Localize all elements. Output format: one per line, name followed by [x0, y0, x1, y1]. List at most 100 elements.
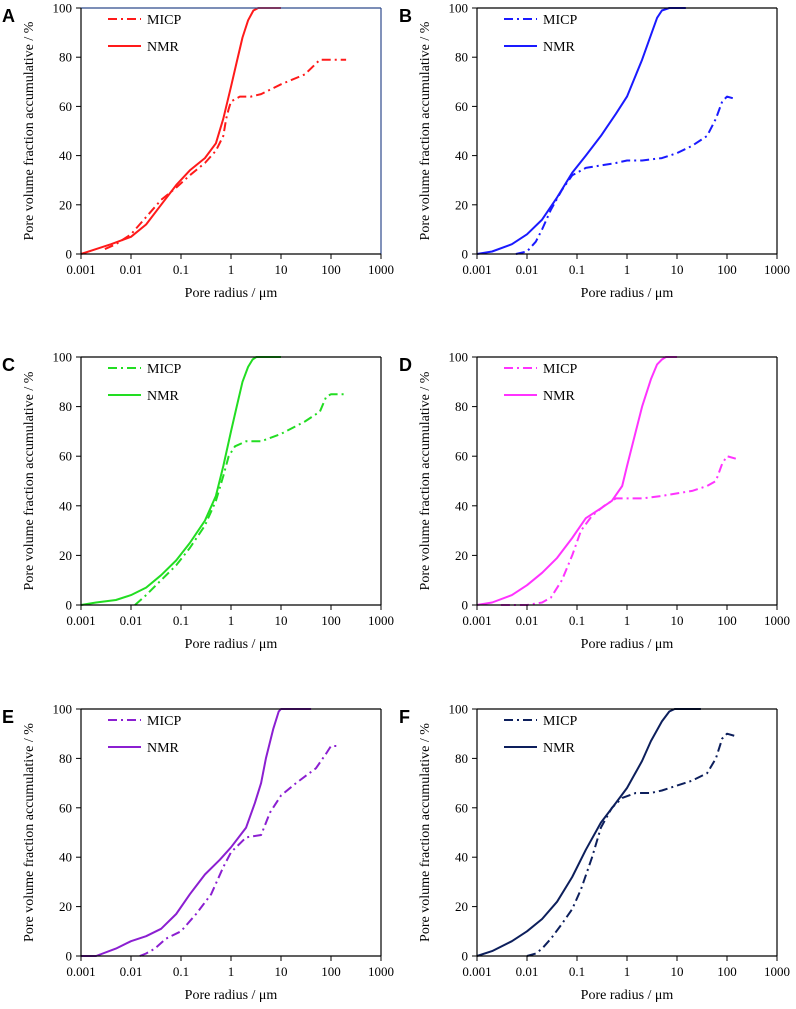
x-tick-label: 0.001: [462, 262, 491, 277]
legend-label-nmr: NMR: [543, 389, 576, 404]
y-tick-label: 60: [455, 449, 468, 464]
x-tick-label: 1000: [368, 613, 394, 628]
series-line-micp: [134, 393, 347, 606]
x-tick-label: 0.001: [462, 964, 491, 979]
y-tick-label: 60: [59, 449, 72, 464]
y-tick-label: 20: [59, 899, 72, 914]
y-tick-label: 20: [59, 548, 72, 563]
x-axis-title: Pore radius / μm: [581, 286, 674, 301]
x-tick-label: 0.001: [66, 262, 95, 277]
legend-label-micp: MICP: [147, 13, 181, 28]
x-tick-label: 1: [624, 964, 631, 979]
y-tick-label: 80: [59, 751, 72, 766]
y-tick-label: 60: [455, 800, 468, 815]
y-tick-label: 20: [455, 197, 468, 212]
x-tick-label: 10: [275, 262, 288, 277]
series-line-micp: [500, 455, 737, 606]
x-tick-label: 0.01: [120, 262, 143, 277]
x-axis-title: Pore radius / μm: [581, 637, 674, 652]
x-axis-title: Pore radius / μm: [581, 988, 674, 1003]
series-line-micp: [104, 58, 347, 251]
y-tick-label: 40: [59, 498, 72, 513]
legend: MICP NMR: [108, 714, 181, 756]
chart-panel-c: C 0.001 0.01 0.1 1 10 100 1000 0 20 40 60 80 100 Pore …: [2, 350, 394, 653]
x-axis-title: Pore radius / μm: [185, 988, 278, 1003]
series-line-micp: [139, 745, 340, 957]
x-tick-label: 100: [321, 964, 341, 979]
x-tick-label: 10: [671, 964, 684, 979]
x-tick-label: 0.1: [173, 964, 189, 979]
x-tick-label: 10: [275, 613, 288, 628]
y-tick-label: 80: [59, 50, 72, 65]
y-tick-label: 100: [53, 702, 73, 717]
x-tick-label: 0.01: [516, 262, 539, 277]
x-axis-title: Pore radius / μm: [185, 286, 278, 301]
legend: MICP NMR: [504, 13, 577, 55]
series-line-nmr: [80, 356, 281, 606]
legend: MICP NMR: [108, 362, 181, 404]
y-tick-label: 100: [449, 702, 469, 717]
y-tick-label: 0: [66, 949, 73, 964]
legend-label-nmr: NMR: [147, 40, 180, 55]
x-tick-label: 0.1: [569, 964, 585, 979]
x-tick-label: 100: [321, 613, 341, 628]
legend-label-micp: MICP: [543, 714, 577, 729]
x-tick-label: 0.01: [516, 613, 539, 628]
x-tick-label: 100: [717, 964, 737, 979]
y-tick-label: 20: [455, 899, 468, 914]
y-tick-label: 80: [455, 50, 468, 65]
series-line-nmr: [476, 356, 677, 606]
y-tick-label: 40: [59, 148, 72, 163]
x-tick-label: 1: [624, 613, 631, 628]
series-line-micp: [526, 732, 737, 957]
x-tick-label: 100: [321, 262, 341, 277]
panel-letter: C: [2, 355, 15, 375]
y-tick-label: 20: [59, 197, 72, 212]
x-tick-label: 1000: [764, 613, 790, 628]
y-axis-title: Pore volume fraction accumulative / %: [22, 723, 37, 942]
series-line-micp: [515, 95, 737, 255]
panel-letter: B: [399, 6, 412, 26]
x-axis-title: Pore radius / μm: [185, 637, 278, 652]
x-tick-label: 1: [228, 964, 235, 979]
x-tick-label: 0.01: [120, 964, 143, 979]
x-tick-label: 10: [275, 964, 288, 979]
legend-label-nmr: NMR: [543, 40, 576, 55]
x-tick-label: 100: [717, 262, 737, 277]
y-tick-label: 100: [53, 1, 73, 16]
x-tick-label: 0.1: [569, 262, 585, 277]
x-tick-label: 1000: [368, 964, 394, 979]
y-tick-label: 80: [455, 751, 468, 766]
chart-panel-a: A 0.001 0.01 0.1 1 10 100 1000 0 20 40 60 80 100 Pore …: [2, 1, 394, 302]
x-tick-label: 0.001: [66, 613, 95, 628]
y-tick-label: 20: [455, 548, 468, 563]
x-tick-label: 10: [671, 262, 684, 277]
y-tick-label: 0: [462, 598, 469, 613]
y-axis-title: Pore volume fraction accumulative / %: [418, 723, 433, 942]
y-tick-label: 80: [59, 399, 72, 414]
y-axis-title: Pore volume fraction accumulative / %: [418, 371, 433, 590]
series-line-nmr: [80, 7, 281, 255]
y-tick-label: 0: [66, 247, 73, 262]
series-line-nmr: [476, 708, 701, 957]
x-tick-label: 0.001: [462, 613, 491, 628]
y-tick-label: 0: [66, 598, 73, 613]
legend-label-nmr: NMR: [147, 389, 180, 404]
x-tick-label: 0.1: [173, 613, 189, 628]
y-axis-title: Pore volume fraction accumulative / %: [22, 21, 37, 240]
legend-label-micp: MICP: [543, 13, 577, 28]
panel-letter: D: [399, 355, 412, 375]
y-tick-label: 60: [59, 99, 72, 114]
x-tick-label: 1: [228, 262, 235, 277]
y-tick-label: 60: [59, 800, 72, 815]
y-tick-label: 100: [449, 1, 469, 16]
x-tick-label: 10: [671, 613, 684, 628]
y-axis-title: Pore volume fraction accumulative / %: [22, 371, 37, 590]
y-tick-label: 80: [455, 399, 468, 414]
panel-letter: F: [399, 707, 410, 727]
series-line-nmr: [81, 708, 312, 957]
legend: MICP NMR: [108, 13, 181, 55]
x-tick-label: 0.001: [66, 964, 95, 979]
x-tick-label: 1000: [368, 262, 394, 277]
